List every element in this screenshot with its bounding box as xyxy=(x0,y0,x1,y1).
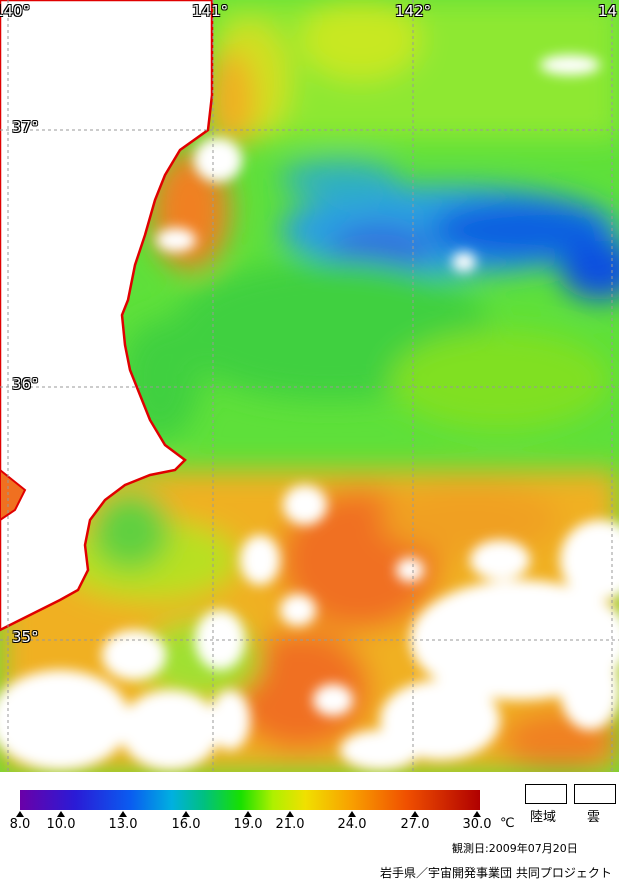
lat-label-36: 36° xyxy=(12,375,39,393)
tick-label: 19.0 xyxy=(233,817,263,832)
sea-surface-temperature-map: 140° 141° 142° 14 37° 36° 35° xyxy=(0,0,619,772)
tick-mark xyxy=(411,811,419,817)
tick-mark xyxy=(57,811,65,817)
lon-label-141: 141° xyxy=(192,2,229,20)
tick-label: 16.0 xyxy=(171,817,201,832)
tick-label: 10.0 xyxy=(46,817,76,832)
cloud-legend-swatch xyxy=(574,784,616,804)
lon-label-143: 14 xyxy=(598,2,618,20)
lon-label-142: 142° xyxy=(395,2,432,20)
lat-label-35: 35° xyxy=(12,628,39,646)
land-legend-swatch xyxy=(525,784,567,804)
observation-date: 観測日:2009年07月20日 xyxy=(452,842,578,855)
tick-mark xyxy=(244,811,252,817)
tick-mark xyxy=(119,811,127,817)
unit-celsius: ℃ xyxy=(500,816,515,831)
tick-mark xyxy=(16,811,24,817)
tick-mark xyxy=(348,811,356,817)
tick-mark xyxy=(182,811,190,817)
tick-label: 13.0 xyxy=(108,817,138,832)
land-honshu xyxy=(0,0,214,632)
lat-label-37: 37° xyxy=(12,118,39,136)
temperature-colorbar xyxy=(20,790,480,810)
graticule xyxy=(0,0,619,772)
tick-label: 24.0 xyxy=(337,817,367,832)
credit-text: 岩手県／宇宙開発事業団 共同プロジェクト xyxy=(380,866,612,880)
lon-label-140: 140° xyxy=(0,2,31,20)
land-legend-label: 陸域 xyxy=(530,810,557,825)
cloud-areas xyxy=(0,55,619,770)
tick-mark xyxy=(286,811,294,817)
cloud-legend-label: 雲 xyxy=(587,810,601,825)
tick-label: 27.0 xyxy=(400,817,430,832)
sst-map-svg xyxy=(0,0,619,772)
inland-lake xyxy=(0,468,27,522)
tick-label: 8.0 xyxy=(9,817,31,832)
temperature-field xyxy=(0,0,619,772)
tick-label: 21.0 xyxy=(275,817,305,832)
tick-label: 30.0 xyxy=(462,817,492,832)
tick-mark xyxy=(473,811,481,817)
